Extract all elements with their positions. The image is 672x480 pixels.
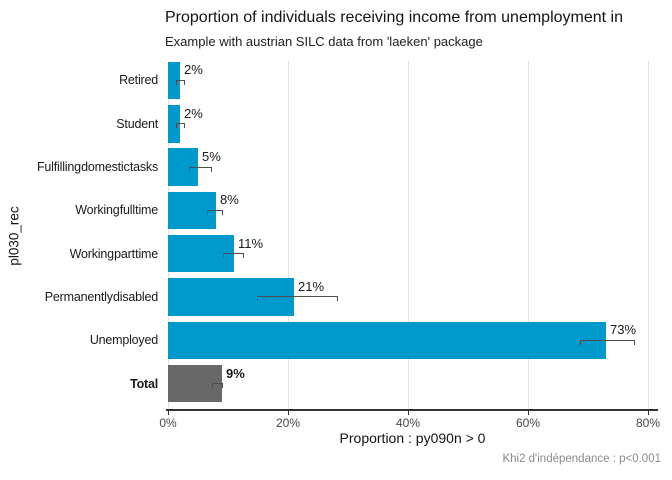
error-bar-cap-left <box>211 383 213 389</box>
error-bar-cap-left <box>580 339 582 345</box>
bar-student <box>168 105 180 143</box>
x-tick-label-0%: 0% <box>159 416 177 430</box>
category-label-retired: Retired <box>119 73 158 88</box>
error-bar-cap-right <box>243 253 245 259</box>
error-bar-cap-right <box>633 339 635 345</box>
chart-title: Proportion of individuals receiving inco… <box>165 9 623 26</box>
error-bar-cap-left <box>176 123 178 129</box>
error-bar-total <box>211 383 224 385</box>
plot-panel: 2% 2% 5% 8% 11% 21% 73% 9% <box>167 61 657 410</box>
category-label-working-part-time: Working part time <box>69 246 159 261</box>
bar-retired <box>168 61 180 100</box>
value-label-unemployed: 73% <box>610 322 637 338</box>
value-label-total: 9% <box>226 365 245 381</box>
error-bar-student <box>176 123 186 125</box>
error-bar-cap-left <box>176 79 178 85</box>
category-label-unemployed: Unemployed <box>89 333 158 348</box>
value-label-retired: 2% <box>184 62 203 78</box>
category-label-total: Total <box>130 376 158 391</box>
error-bar-cap-left <box>256 296 258 302</box>
error-bar-cap-left <box>223 253 225 259</box>
stat-caption: Khi2 d'indépendance : p<0.001 <box>502 453 661 465</box>
x-tick-0% <box>167 411 169 415</box>
error-bar-unemployed <box>580 339 635 341</box>
x-tick-80% <box>647 411 649 415</box>
x-axis-title: Proportion : py090n > 0 <box>339 430 486 446</box>
error-bar-fulfilling-domestic-tasks <box>189 166 212 168</box>
category-label-working-full-time: Working full time <box>75 203 158 218</box>
error-bar-cap-right <box>184 123 186 129</box>
error-bar-working-part-time <box>223 253 245 255</box>
bar-working-part-time <box>168 234 234 273</box>
x-tick-40% <box>407 411 409 415</box>
error-bar-cap-left <box>207 209 208 215</box>
x-tick-20% <box>287 411 289 415</box>
gridline-20% <box>287 61 289 410</box>
error-bar-retired <box>176 79 186 81</box>
error-bar-cap-right <box>336 296 338 302</box>
gridline-60% <box>527 61 529 410</box>
x-tick-60% <box>527 411 529 415</box>
error-bar-cap-right <box>184 79 186 85</box>
error-bar-cap-left <box>189 166 190 172</box>
value-label-permanently-disabled: 21% <box>298 278 325 294</box>
error-bar-cap-right <box>222 383 224 389</box>
error-bar-working-full-time <box>207 209 224 211</box>
value-label-working-full-time: 8% <box>220 192 239 208</box>
value-label-student: 2% <box>184 105 203 121</box>
category-label-fulfilling-domestic-tasks: Fulfilling domestic tasks <box>37 160 158 175</box>
error-bar-cap-right <box>222 209 224 215</box>
category-label-student: Student <box>116 116 158 131</box>
error-bar-cap-right <box>210 166 212 172</box>
x-tick-label-20%: 20% <box>275 416 301 430</box>
value-label-fulfilling-domestic-tasks: 5% <box>202 149 221 165</box>
chart-subtitle: Example with austrian SILC data from 'la… <box>165 34 483 49</box>
x-tick-label-60%: 60% <box>515 416 541 430</box>
bar-unemployed <box>168 321 606 359</box>
gridline-80% <box>647 61 649 410</box>
error-bar-permanently-disabled <box>256 296 338 298</box>
gridline-40% <box>407 61 409 410</box>
x-axis-line <box>166 409 658 411</box>
x-tick-label-40%: 40% <box>395 416 421 430</box>
category-label-permanently-disabled: Permanently disabled <box>44 289 158 304</box>
value-label-working-part-time: 11% <box>238 235 264 251</box>
x-tick-label-80%: 80% <box>635 416 661 430</box>
